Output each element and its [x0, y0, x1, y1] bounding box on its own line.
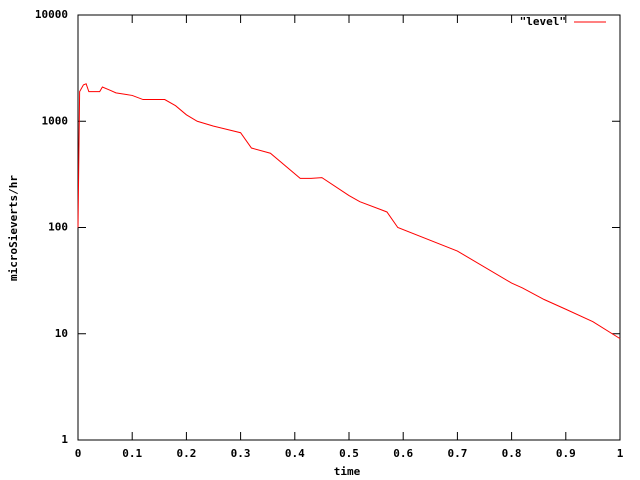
x-tick-label: 0.7	[447, 447, 467, 460]
y-tick-label: 10	[55, 327, 68, 340]
x-tick-label: 0.1	[122, 447, 142, 460]
y-tick-label: 100	[48, 221, 68, 234]
x-tick-label: 0.5	[339, 447, 359, 460]
x-tick-label: 0.9	[556, 447, 576, 460]
x-tick-label: 0.4	[285, 447, 305, 460]
data-line	[77, 83, 621, 340]
x-axis-label: time	[334, 465, 361, 478]
y-tick-label: 10000	[35, 8, 68, 21]
legend-label: "level"	[520, 15, 566, 28]
x-tick-label: 0.2	[176, 447, 196, 460]
y-tick-label: 1000	[42, 114, 69, 127]
y-axis-label: microSieverts/hr	[7, 175, 20, 281]
x-tick-label: 0.6	[393, 447, 413, 460]
x-tick-label: 0.8	[502, 447, 522, 460]
x-tick-label: 0	[75, 447, 82, 460]
y-tick-label: 1	[61, 433, 68, 446]
x-tick-label: 0.3	[231, 447, 251, 460]
x-tick-label: 1	[617, 447, 624, 460]
